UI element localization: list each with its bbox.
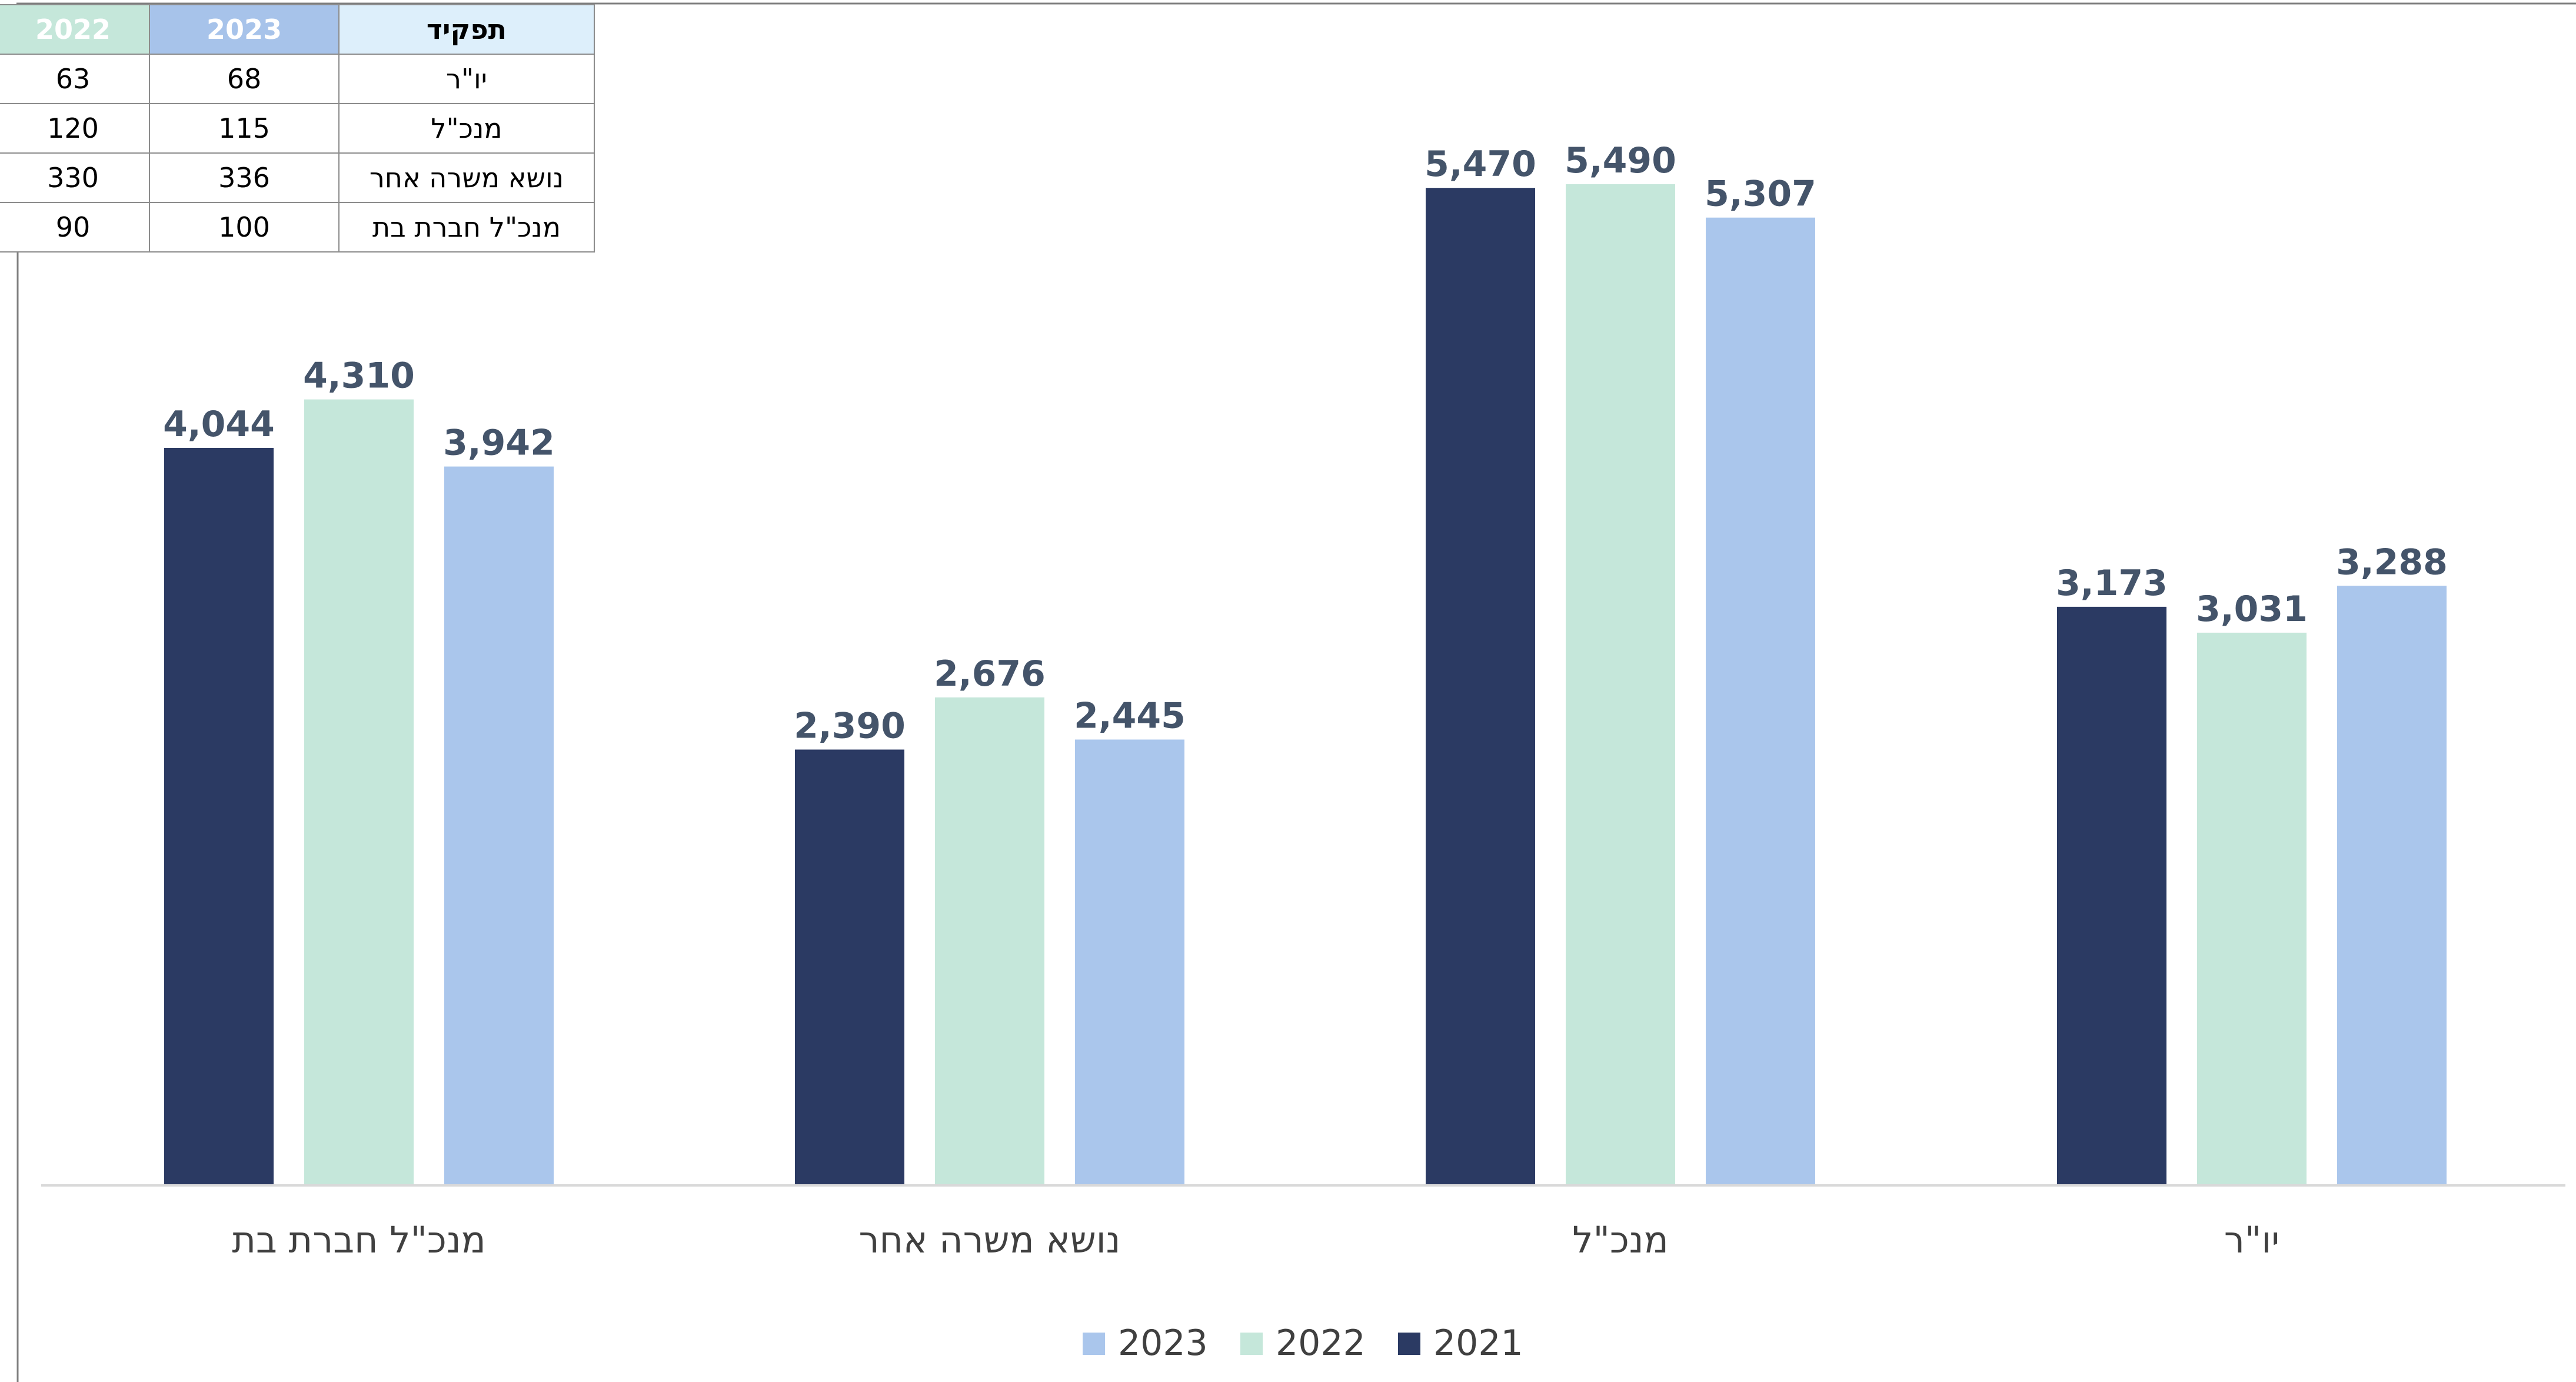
data-label: 5,490	[1565, 140, 1676, 181]
table-cell-role: מנכ"ל חברת בת	[338, 202, 595, 253]
table-cell-role: מנכ"ל	[338, 103, 595, 154]
bar-2022-0	[304, 399, 414, 1185]
bar-2021-3	[2057, 606, 2166, 1185]
table-header-2023: 2023	[149, 4, 340, 55]
table-cell-2023: 115	[149, 103, 340, 154]
data-label: 2,445	[1074, 696, 1186, 737]
bar-2021-1	[795, 749, 904, 1185]
bar-2022-1	[935, 697, 1044, 1185]
table-cell-2022: 120	[0, 103, 150, 154]
data-label: 5,470	[1425, 144, 1536, 185]
bars-layer	[164, 184, 2447, 1186]
data-label: 3,031	[2196, 589, 2308, 630]
data-label: 2,676	[934, 653, 1046, 695]
table-row: 90 100 מנכ"ל חברת בת	[0, 202, 595, 253]
table-cell-2022: 90	[0, 202, 150, 253]
category-label: מנכ"ל חברת בת	[232, 1218, 486, 1261]
table-cell-2023: 336	[149, 152, 340, 203]
summary-table: 2022 2023 תפקיד 63 68 יו"ר 120 115 מנכ"ל…	[0, 4, 595, 253]
category-label: מנכ"ל	[1572, 1218, 1668, 1261]
legend-label-2022: 2022	[1276, 1323, 1366, 1364]
table-row: 120 115 מנכ"ל	[0, 103, 595, 154]
table-cell-role: נושא משרה אחר	[338, 152, 595, 203]
table-cell-2023: 100	[149, 202, 340, 253]
bar-2021-0	[164, 448, 274, 1185]
data-label: 5,307	[1705, 174, 1816, 215]
legend: 2023 2022 2021	[1083, 1323, 1523, 1364]
table-cell-2022: 330	[0, 152, 150, 203]
bar-2021-2	[1426, 188, 1535, 1186]
bar-2023-0	[444, 466, 554, 1185]
bar-2023-1	[1075, 739, 1184, 1185]
category-label: נושא משרה אחר	[859, 1218, 1121, 1261]
data-label: 4,044	[163, 404, 275, 445]
legend-label-2021: 2021	[1433, 1323, 1523, 1364]
table-cell-2023: 68	[149, 54, 340, 104]
legend-swatch-2021	[1398, 1333, 1420, 1355]
legend-swatch-2023	[1083, 1333, 1105, 1355]
legend-swatch-2022	[1240, 1333, 1263, 1355]
bar-2023-2	[1706, 217, 1815, 1186]
data-label: 3,173	[2056, 563, 2168, 604]
category-label: יו"ר	[2224, 1218, 2279, 1261]
category-labels-layer: מנכ"ל חברת בת נושא משרה אחר מנכ"ל יו"ר	[232, 1218, 2279, 1261]
table-header-2022: 2022	[0, 4, 150, 55]
bar-2022-3	[2197, 632, 2307, 1185]
bar-2023-3	[2337, 586, 2447, 1185]
data-label: 2,390	[794, 706, 906, 747]
data-label: 3,942	[443, 423, 555, 464]
table-header-row: 2022 2023 תפקיד	[0, 4, 595, 55]
table-cell-role: יו"ר	[338, 54, 595, 104]
table-header-role: תפקיד	[338, 4, 595, 55]
bar-2022-2	[1566, 184, 1675, 1185]
table-row: 330 336 נושא משרה אחר	[0, 152, 595, 203]
table-cell-2022: 63	[0, 54, 150, 104]
table-row: 63 68 יו"ר	[0, 54, 595, 104]
legend-label-2023: 2023	[1118, 1323, 1208, 1364]
data-label: 3,288	[2336, 541, 2448, 583]
data-label: 4,310	[303, 356, 415, 397]
data-labels-layer: 4,044 4,310 3,942 2,390 2,676 2,445 5,470 5,490…	[163, 140, 2448, 747]
